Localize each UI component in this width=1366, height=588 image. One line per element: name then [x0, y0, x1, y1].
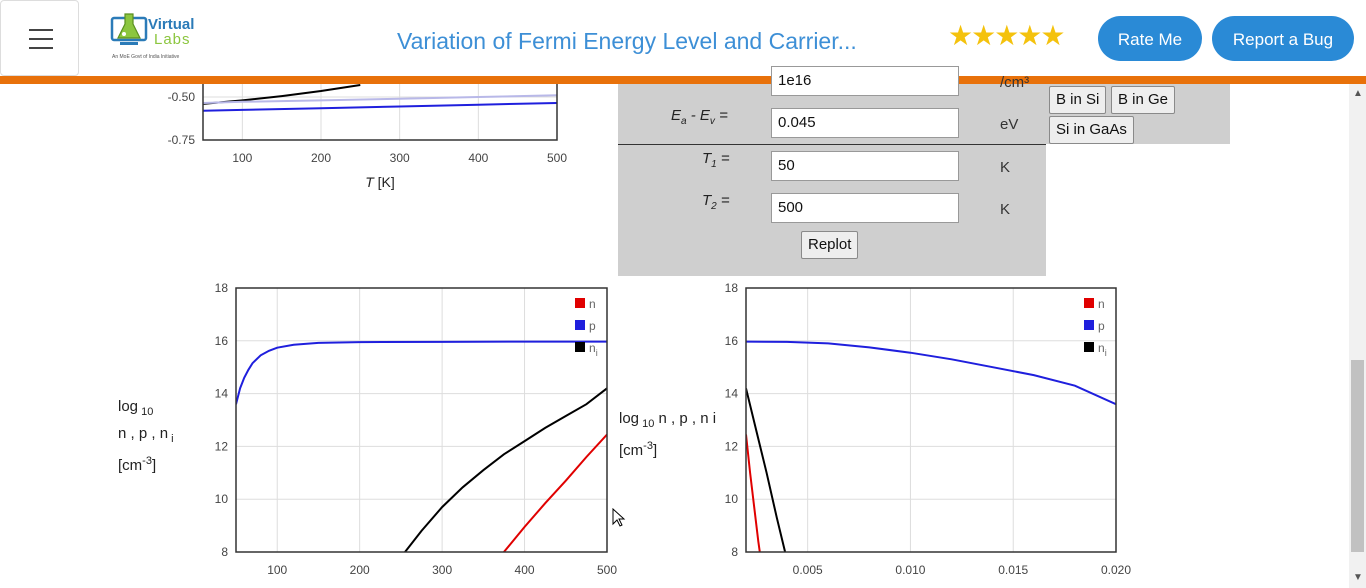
ea-input[interactable]: 0.045 [771, 108, 959, 138]
x-tick-label: 0.005 [793, 563, 823, 577]
ea-label: Ea - Ev = [671, 107, 728, 127]
fermi-level-chart: 100 200 300 400 500 -0.50 -0.75 T [K] [168, 84, 567, 190]
t2-unit: K [1000, 201, 1011, 218]
y-tick-label: 16 [725, 334, 739, 348]
y-tick-label: 12 [215, 439, 229, 453]
legend-label-p: p [1098, 319, 1105, 333]
x-tick-label: 100 [232, 151, 252, 165]
legend-label-n: n [1098, 297, 1105, 311]
legend-swatch-ni [575, 342, 585, 352]
preset-b-in-ge-button[interactable]: B in Ge [1111, 86, 1176, 114]
legend-label-ni: ni [1098, 341, 1107, 358]
y-tick-label: -0.50 [168, 90, 196, 104]
y-tick-label: 8 [731, 545, 738, 559]
logo-name-labs: Labs [154, 31, 191, 48]
rating-stars-icon[interactable]: ★★★★★ [948, 20, 1066, 51]
scrollbar-thumb[interactable] [1351, 360, 1364, 552]
x-tick-label: 400 [468, 151, 488, 165]
legend-swatch-n [575, 298, 585, 308]
doping-unit: /cm³ [1000, 74, 1030, 91]
form-divider [618, 144, 1046, 145]
hamburger-menu-icon[interactable] [0, 0, 79, 76]
header-accent-line [0, 76, 1366, 84]
legend-swatch-p [1084, 320, 1094, 330]
y-tick-label: 18 [215, 281, 229, 295]
series-line-n [503, 433, 607, 552]
legend-swatch-p [575, 320, 585, 330]
legend-swatch-n [1084, 298, 1094, 308]
series-line-1f1fdd [203, 102, 557, 112]
page-title: Variation of Fermi Energy Level and Carr… [397, 28, 857, 54]
y-tick-label: 18 [725, 281, 739, 295]
series-line-p [236, 340, 607, 405]
plot-frame [202, 84, 558, 141]
y-tick-label: 14 [725, 387, 739, 401]
t2-label: T2 = [702, 192, 730, 212]
scroll-down-arrow-icon[interactable]: ▼ [1353, 572, 1363, 583]
legend-swatch-ni [1084, 342, 1094, 352]
x-tick-label: 0.020 [1101, 563, 1131, 577]
x-tick-label: 200 [311, 151, 331, 165]
replot-button[interactable]: Replot [801, 231, 859, 259]
flask-logo-icon [110, 13, 148, 45]
carrier-vs-inverse-temperature-chart: 0.005 0.010 0.015 0.020 8 10 12 14 16 18 np ni [725, 281, 1132, 577]
scroll-up-arrow-icon[interactable]: ▲ [1353, 88, 1363, 99]
x-tick-label: 300 [390, 151, 410, 165]
t1-label: T1 = [702, 150, 730, 170]
doping-concentration-input[interactable]: 1e16 [771, 66, 959, 96]
series-line-n_i [746, 388, 787, 552]
carrier-vs-temperature-chart: 100 200 300 400 500 8 10 12 14 16 18 np ni [215, 281, 618, 577]
y-tick-label: 12 [725, 439, 739, 453]
x-tick-label: 200 [350, 563, 370, 577]
series-line-p [746, 340, 1116, 406]
plot-frame [235, 287, 608, 553]
logo-tagline: An MoE Govt of India Initiative [112, 54, 180, 60]
logo-name-virtual: Virtual [148, 16, 195, 33]
preset-b-in-si-button[interactable]: B in Si [1049, 86, 1107, 114]
y-tick-label: 10 [725, 492, 739, 506]
series-line-n [746, 434, 761, 552]
x-tick-label: 0.015 [998, 563, 1028, 577]
header-bar: Virtual Labs An MoE Govt of India Initia… [0, 0, 1366, 76]
y-tick-label: -0.75 [168, 133, 196, 147]
y-tick-label: 14 [215, 387, 229, 401]
legend-label-n: n [589, 297, 596, 311]
x-tick-label: 500 [547, 151, 567, 165]
legend-label-ni: ni [589, 341, 598, 358]
page-scrollbar[interactable]: ▲ ▼ [1349, 84, 1366, 588]
x-tick-label: 0.010 [895, 563, 925, 577]
preset-si-in-gaas-button[interactable]: Si in GaAs [1049, 116, 1134, 144]
x-tick-label: 100 [267, 563, 287, 577]
rate-me-button[interactable]: Rate Me [1098, 16, 1202, 61]
plot-frame [745, 287, 1117, 553]
virtual-labs-logo[interactable]: Virtual Labs An MoE Govt of India Initia… [108, 10, 218, 64]
x-tick-label: 300 [432, 563, 452, 577]
y-tick-label: 16 [215, 334, 229, 348]
ea-unit: eV [1000, 116, 1019, 133]
report-bug-button[interactable]: Report a Bug [1212, 16, 1354, 61]
x-tick-label: 500 [597, 563, 617, 577]
t1-input[interactable]: 50 [771, 151, 959, 181]
chart1-ylabel: log 10 n , p , n i [cm-3] [118, 398, 174, 474]
x-axis-label: T [K] [365, 174, 395, 190]
x-tick-label: 400 [515, 563, 535, 577]
chart2-ylabel: log 10 n , p , n i [cm-3] [619, 410, 717, 459]
series-line-n_i [404, 387, 607, 552]
series-line-b8b8e8 [203, 94, 557, 104]
legend-label-p: p [589, 319, 596, 333]
t2-input[interactable]: 500 [771, 193, 959, 223]
y-tick-label: 10 [215, 492, 229, 506]
mouse-cursor-icon [612, 508, 626, 527]
y-tick-label: 8 [221, 545, 228, 559]
t1-unit: K [1000, 159, 1011, 176]
